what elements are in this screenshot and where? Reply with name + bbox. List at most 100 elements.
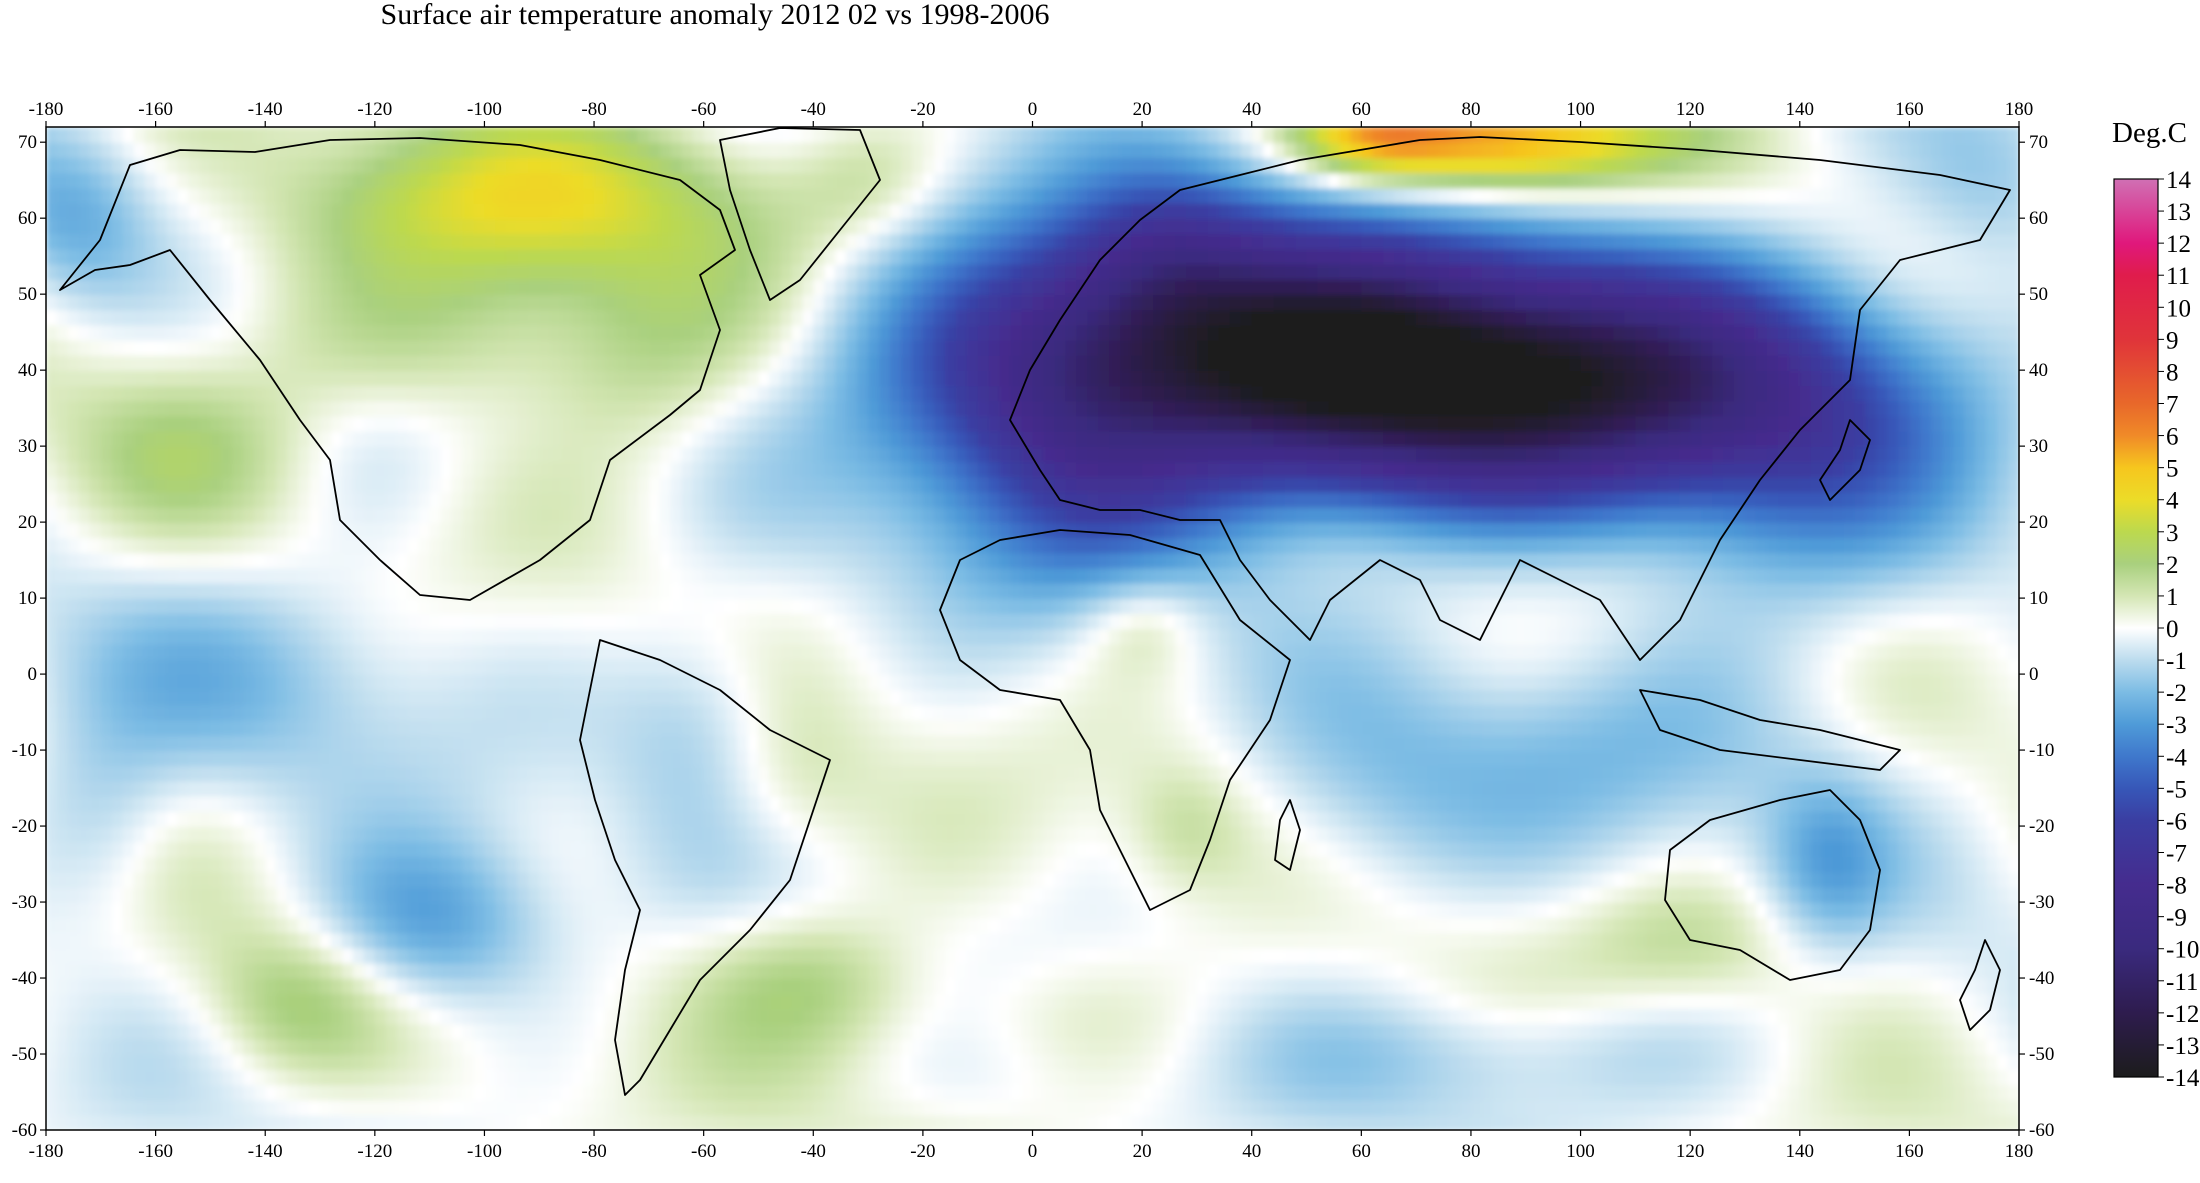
field-cell [341, 765, 354, 782]
field-cell [780, 1023, 793, 1040]
field-cell [1953, 978, 1965, 994]
field-cell [637, 1099, 650, 1116]
field-cell [1196, 810, 1209, 827]
field-cell [1975, 902, 1987, 918]
field-cell [1131, 841, 1143, 858]
field-cell [857, 917, 869, 934]
field-cell [1898, 765, 1911, 782]
field-cell [1887, 1069, 1900, 1086]
field-cell [396, 871, 409, 888]
field-cell [78, 719, 91, 736]
field-cell [155, 780, 168, 797]
field-cell [1251, 765, 1264, 782]
field-cell [988, 826, 1001, 843]
field-cell [725, 750, 738, 767]
field-cell [341, 902, 354, 918]
field-cell [824, 1008, 836, 1025]
field-cell [933, 750, 946, 767]
field-cell [254, 856, 267, 873]
field-cell [177, 1038, 190, 1055]
field-cell [188, 1054, 201, 1070]
field-cell [122, 750, 135, 767]
field-cell [1153, 1084, 1165, 1101]
field-cell [1777, 932, 1790, 949]
field-cell [100, 1023, 113, 1040]
field-cell [802, 917, 815, 934]
field-cell [1492, 704, 1505, 721]
field-cell [1843, 932, 1856, 949]
field-cell [1788, 1023, 1801, 1040]
field-cell [572, 750, 584, 767]
field-cell [1438, 978, 1450, 994]
field-cell [879, 704, 891, 721]
field-cell [550, 1069, 562, 1086]
field-cell [1755, 734, 1768, 751]
field-cell [1164, 978, 1176, 994]
field-cell [1723, 765, 1735, 782]
field-cell [100, 1114, 113, 1130]
field-cell [1931, 947, 1944, 964]
field-cell [331, 719, 343, 736]
field-cell [1602, 1114, 1615, 1130]
field-cell [714, 795, 727, 812]
field-cell [813, 947, 826, 964]
field-cell [517, 902, 530, 918]
field-cell [999, 886, 1012, 903]
field-cell [188, 719, 201, 736]
field-cell [824, 719, 836, 736]
field-cell [1679, 1114, 1691, 1130]
field-cell [1569, 1084, 1582, 1101]
field-cell [1646, 902, 1659, 918]
field-cell [57, 962, 69, 979]
field-cell [1065, 947, 1078, 964]
field-cell [572, 780, 584, 797]
field-cell [670, 704, 683, 721]
field-cell [1712, 1084, 1724, 1101]
field-cell [1854, 978, 1867, 994]
field-cell [1383, 841, 1396, 858]
field-cell [473, 886, 486, 903]
field-cell [561, 704, 573, 721]
field-cell [648, 1023, 661, 1040]
field-cell [999, 856, 1012, 873]
field-cell [1635, 826, 1648, 843]
field-cell [1942, 917, 1955, 934]
field-cell [122, 978, 135, 994]
field-cell [1635, 1069, 1648, 1086]
field-cell [1591, 1054, 1604, 1070]
field-cell [901, 734, 913, 751]
field-cell [1032, 856, 1045, 873]
field-cell [396, 765, 409, 782]
field-cell [1766, 978, 1779, 994]
field-cell [407, 734, 420, 751]
field-cell [901, 962, 913, 979]
field-cell [1712, 1008, 1724, 1025]
field-cell [144, 765, 157, 782]
field-cell [1076, 1114, 1089, 1130]
field-cell [1975, 810, 1987, 827]
field-cell [177, 1069, 190, 1086]
field-cell [155, 734, 168, 751]
field-cell [1821, 795, 1834, 812]
field-cell [517, 1099, 530, 1116]
field-cell [857, 902, 869, 918]
field-cell [210, 1023, 223, 1040]
field-cell [550, 1054, 562, 1070]
field-cell [2008, 750, 2019, 767]
field-cell [714, 1084, 727, 1101]
field-cell [780, 917, 793, 934]
field-cell [626, 734, 639, 751]
field-cell [626, 704, 639, 721]
field-cell [1460, 871, 1472, 888]
field-cell [440, 947, 453, 964]
field-cell [1186, 871, 1198, 888]
field-cell [1470, 962, 1483, 979]
field-cell [1438, 810, 1450, 827]
field-cell [144, 826, 157, 843]
field-cell [122, 947, 135, 964]
field-cell [1723, 719, 1735, 736]
field-cell [177, 780, 190, 797]
field-cell [605, 886, 617, 903]
field-cell [309, 719, 321, 736]
field-cell [46, 704, 58, 721]
